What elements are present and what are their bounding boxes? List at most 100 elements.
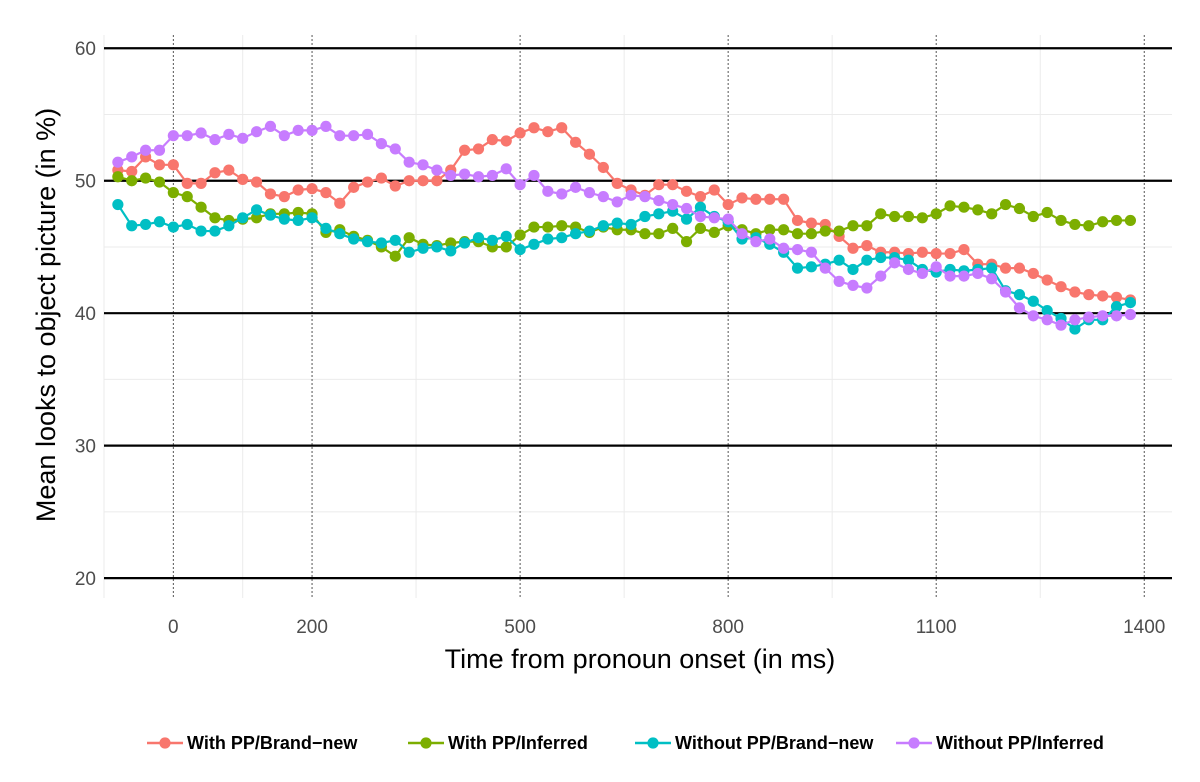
data-point [972, 267, 984, 280]
data-point [223, 164, 235, 176]
data-point [431, 241, 443, 253]
data-point [361, 236, 374, 248]
data-point [805, 246, 817, 258]
data-point [916, 246, 928, 258]
y-tick-label: 30 [75, 437, 96, 458]
data-point [403, 246, 415, 258]
data-point [902, 210, 915, 223]
data-point [112, 198, 124, 211]
data-point [819, 225, 831, 237]
data-point [1027, 310, 1039, 322]
data-point [556, 122, 568, 134]
data-point [195, 225, 207, 237]
data-point [958, 270, 970, 282]
data-point [764, 233, 776, 245]
data-point [334, 197, 346, 209]
data-point [486, 134, 498, 146]
data-point [306, 124, 318, 136]
data-point [1027, 295, 1039, 307]
data-point [875, 208, 887, 220]
data-point [167, 130, 179, 142]
y-tick-label: 60 [75, 39, 96, 60]
data-point [542, 126, 554, 138]
data-point [1069, 314, 1081, 326]
data-point [514, 244, 526, 256]
data-point [958, 201, 970, 213]
data-point [805, 228, 817, 240]
data-point [583, 148, 596, 160]
data-point [389, 180, 401, 192]
data-point [167, 159, 179, 171]
data-point [500, 241, 512, 253]
data-point [1013, 262, 1026, 274]
data-point [736, 228, 748, 240]
legend-label: Without PP/Brand−new [675, 733, 874, 753]
data-point [1110, 300, 1123, 313]
data-point [833, 254, 845, 266]
y-tick-label: 40 [75, 304, 96, 325]
data-point [375, 237, 388, 249]
legend: With PP/Brand−new With PP/Inferred Without… [147, 733, 1104, 753]
data-point [348, 233, 360, 245]
data-point [528, 221, 540, 233]
data-point [403, 175, 415, 187]
data-point [140, 144, 152, 156]
data-point [500, 230, 512, 242]
data-point [611, 177, 623, 189]
data-point [278, 130, 290, 142]
data-point [653, 208, 665, 220]
x-tick-labels: 0 200 500 800 1100 1400 [168, 617, 1165, 638]
data-point [1013, 289, 1026, 301]
data-point [1083, 311, 1095, 323]
data-point [1069, 218, 1081, 231]
data-point [583, 187, 596, 199]
data-point [320, 120, 332, 133]
data-point [1110, 310, 1123, 322]
data-point [237, 212, 249, 224]
y-tick-label: 20 [75, 569, 96, 590]
data-point [181, 177, 193, 189]
data-point [902, 254, 915, 266]
legend-label: Without PP/Inferred [936, 733, 1104, 753]
data-point [264, 188, 277, 200]
data-point [916, 212, 928, 224]
data-point [389, 143, 401, 155]
data-point [431, 164, 443, 176]
data-point [611, 217, 623, 229]
data-point [569, 228, 582, 240]
data-point [181, 191, 193, 203]
data-point [195, 127, 207, 139]
data-point [680, 185, 693, 197]
data-point [445, 169, 457, 182]
data-point [1027, 210, 1039, 223]
data-point [847, 263, 859, 276]
data-point [278, 191, 290, 203]
data-point [514, 229, 526, 241]
data-point [112, 156, 124, 168]
data-point [722, 198, 734, 211]
series-4 [112, 120, 1136, 331]
data-point [944, 270, 956, 282]
x-tick-label: 200 [296, 617, 328, 638]
data-point [653, 194, 665, 207]
y-tick-labels: 20 30 40 50 60 [75, 39, 96, 590]
data-point [209, 167, 221, 179]
data-point [972, 204, 984, 216]
data-point [126, 175, 138, 187]
data-point [500, 135, 512, 147]
data-point [1041, 206, 1053, 219]
x-tick-label: 0 [168, 617, 179, 638]
data-point [126, 165, 138, 178]
data-point [250, 126, 263, 138]
data-point [126, 151, 138, 163]
data-point [694, 201, 707, 213]
data-point [126, 220, 138, 232]
data-point [140, 172, 152, 184]
data-point [986, 273, 998, 285]
data-point [278, 213, 290, 225]
data-point [334, 130, 346, 142]
data-point [292, 214, 304, 227]
data-point [722, 213, 734, 225]
data-point [237, 173, 249, 185]
data-point [486, 169, 498, 182]
